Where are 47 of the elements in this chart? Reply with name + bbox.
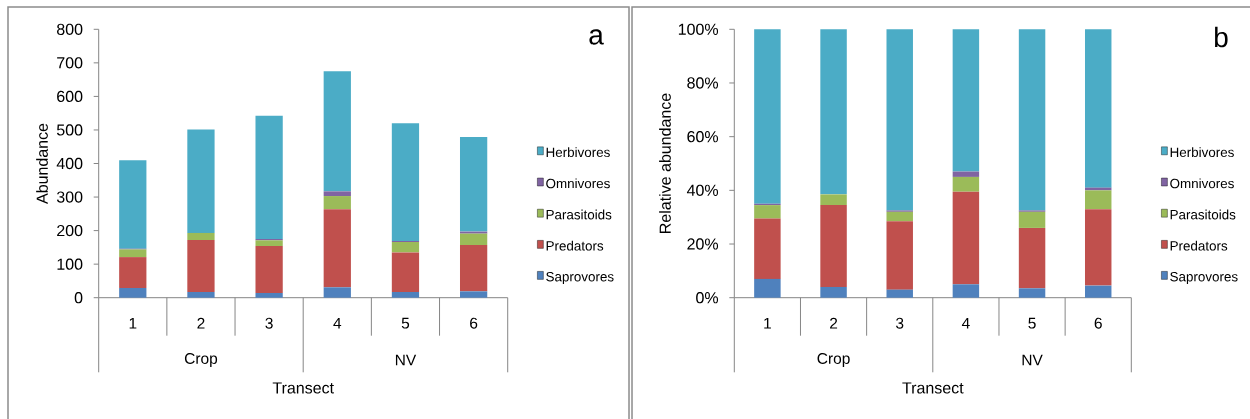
text: NV	[395, 354, 417, 366]
legend-label: Omnivores	[1170, 178, 1234, 189]
x-tick-label: 5	[401, 317, 410, 329]
legend-label: Herbivores	[1170, 147, 1234, 158]
x-axis-title: Transect	[902, 382, 964, 394]
legend-label: Predators	[1170, 240, 1228, 251]
y-tick-label: 100	[57, 258, 83, 270]
legend-label: Parasitoids	[546, 209, 612, 220]
y-tick-label: 0%	[696, 292, 719, 304]
text: Crop	[817, 352, 850, 368]
y-tick-label: 300	[56, 191, 83, 203]
y-tick-label: 700	[57, 57, 83, 69]
x-tick-label: 6	[1094, 317, 1102, 329]
legend-label: Herbivores	[546, 147, 610, 158]
y-axis-title: Relative abundance	[659, 93, 671, 233]
x-tick-label: 6	[470, 317, 478, 329]
x-axis-title: Transect	[272, 382, 334, 394]
y-tick-label: 40%	[686, 184, 719, 196]
legend-label: Parasitoids	[1170, 209, 1236, 220]
x-tick-label: 2	[197, 317, 205, 329]
text: Crop	[184, 352, 218, 368]
x-tick-label: 2	[830, 317, 838, 329]
legend-label: Omnivores	[546, 178, 610, 189]
legend-label: Saprovores	[546, 271, 614, 285]
y-tick-label: 800	[57, 23, 83, 35]
x-tick-label: 4	[961, 317, 970, 329]
text: a	[589, 29, 604, 45]
x-tick-label: 4	[333, 317, 342, 329]
y-tick-label: 200	[57, 224, 83, 237]
y-tick-label: 80%	[687, 77, 719, 89]
y-axis-title: Abundance	[36, 123, 48, 204]
text: b	[1215, 26, 1228, 48]
x-tick-label: 1	[764, 317, 771, 329]
x-tick-label: 1	[129, 317, 137, 329]
x-tick-label: 5	[1028, 317, 1036, 329]
legend-label: Saprovores	[1170, 271, 1238, 285]
y-tick-label: 0	[74, 292, 83, 304]
text: NV	[1022, 354, 1043, 366]
y-tick-label: 600	[57, 90, 83, 103]
y-tick-label: 400	[56, 157, 83, 170]
y-tick-label: 100%	[678, 23, 719, 35]
y-tick-label: 20%	[687, 238, 719, 250]
x-tick-label: 3	[265, 317, 273, 329]
legend-label: Predators	[546, 240, 604, 251]
x-tick-label: 3	[896, 317, 904, 329]
y-tick-label: 500	[56, 124, 83, 136]
y-tick-label: 60%	[687, 130, 719, 143]
